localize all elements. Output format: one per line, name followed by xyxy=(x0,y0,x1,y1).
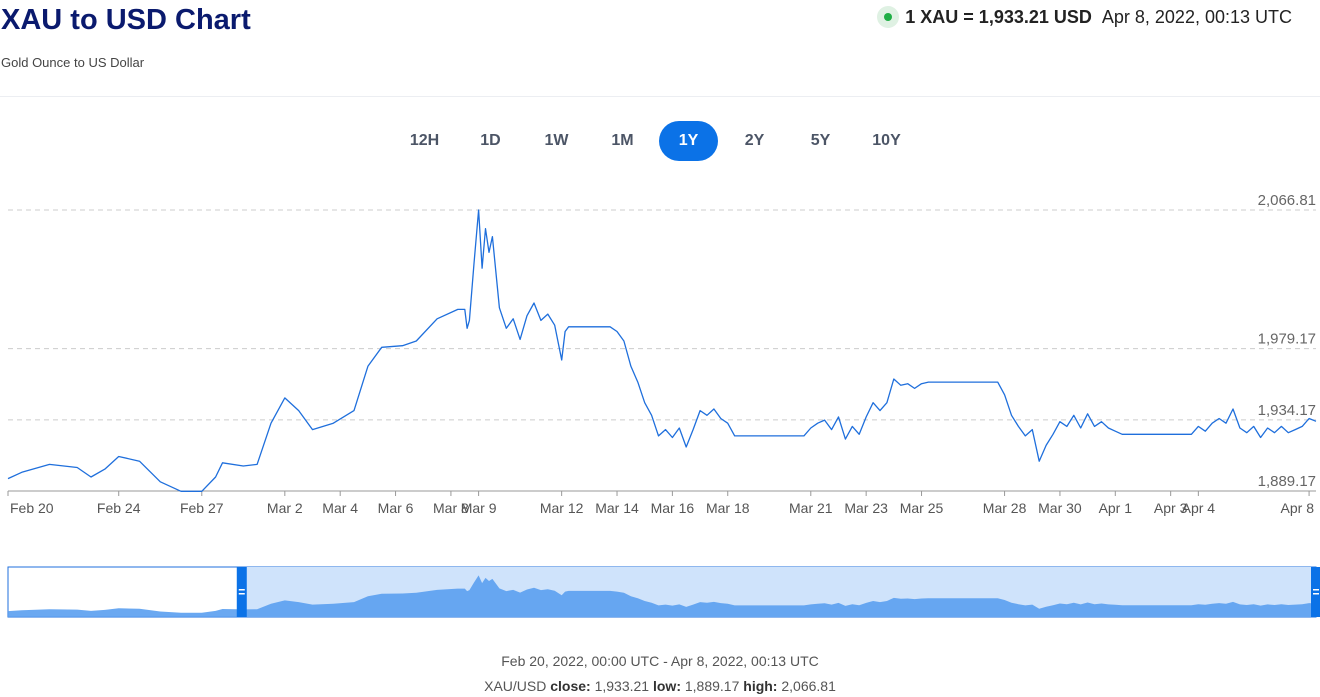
low-value: 1,889.17 xyxy=(684,678,740,694)
close-label: close: xyxy=(550,678,591,694)
x-tick-label: Mar 28 xyxy=(983,500,1027,516)
x-tick-label: Mar 8 xyxy=(433,500,469,516)
navigator-outside xyxy=(8,567,242,617)
price-chart[interactable]: 2,066.81 1,979.17 1,934.17 1,889.17 Feb 20 Fe… xyxy=(0,185,1320,635)
x-tick-label: Mar 2 xyxy=(267,500,303,516)
range-button-1d[interactable]: 1D xyxy=(480,132,501,149)
range-selector: 12H 1D 1W 1M 1Y 2Y 5Y 10Y xyxy=(395,121,923,161)
range-button-1y[interactable]: 1Y xyxy=(659,121,718,161)
x-tick-label: Mar 30 xyxy=(1038,500,1082,516)
range-button-1m[interactable]: 1M xyxy=(611,132,634,149)
x-tick-label: Mar 25 xyxy=(900,500,944,516)
high-value: 2,066.81 xyxy=(781,678,836,694)
range-button-1w[interactable]: 1W xyxy=(544,132,569,149)
x-tick-label: Mar 16 xyxy=(651,500,695,516)
drag-grip-icon xyxy=(1313,589,1319,591)
low-label: low: xyxy=(652,678,681,694)
x-tick-label: Apr 8 xyxy=(1281,500,1315,516)
navigator-left-handle[interactable] xyxy=(236,567,247,617)
x-tick-label: Feb 24 xyxy=(97,500,141,516)
close-value: 1,933.21 xyxy=(594,678,650,694)
live-status-icon xyxy=(877,6,900,28)
navigator xyxy=(7,566,1320,618)
y-tick-label: 2,066.81 xyxy=(1258,192,1316,209)
page-title: XAU to USD Chart xyxy=(1,4,251,36)
price-line xyxy=(7,209,1317,492)
x-tick-label: Mar 12 xyxy=(540,500,584,516)
x-tick-label: Mar 6 xyxy=(378,500,414,516)
date-range-text: Feb 20, 2022, 00:00 UTC - Apr 8, 2022, 0… xyxy=(501,653,819,669)
x-tick-label: Feb 20 xyxy=(10,500,54,516)
high-label: high: xyxy=(743,678,778,694)
range-button-12h[interactable]: 12H xyxy=(409,132,440,149)
rate-timestamp: Apr 8, 2022, 00:13 UTC xyxy=(1101,6,1292,27)
rate-value: 1 XAU = 1,933.21 USD xyxy=(905,6,1092,27)
drag-grip-icon xyxy=(238,593,245,595)
x-tick-label: Mar 9 xyxy=(461,500,497,516)
y-tick-label: 1,889.17 xyxy=(1258,473,1316,490)
drag-grip-icon xyxy=(238,589,245,591)
x-tick-label: Mar 14 xyxy=(595,500,639,516)
navigator-right-handle[interactable] xyxy=(1311,567,1320,617)
y-tick-label: 1,934.17 xyxy=(1258,402,1316,419)
header-divider xyxy=(0,96,1320,97)
pair-label: XAU/USD xyxy=(484,678,547,694)
y-tick-label: 1,979.17 xyxy=(1258,331,1316,348)
x-tick-label: Mar 21 xyxy=(789,500,833,516)
x-tick-label: Mar 4 xyxy=(322,500,358,516)
page-subtitle: Gold Ounce to US Dollar xyxy=(1,55,145,70)
drag-grip-icon xyxy=(1313,593,1319,595)
x-tick-label: Feb 27 xyxy=(180,500,224,516)
range-button-5y[interactable]: 5Y xyxy=(810,132,831,149)
x-tick-label: Apr 1 xyxy=(1099,500,1133,516)
x-tick-label: Mar 23 xyxy=(844,500,888,516)
x-tick-label: Mar 18 xyxy=(706,500,750,516)
current-rate: 1 XAU = 1,933.21 USD Apr 8, 2022, 00:13 … xyxy=(877,6,1292,28)
range-button-2y[interactable]: 2Y xyxy=(744,132,765,149)
x-tick-label: Apr 3 xyxy=(1154,500,1188,516)
x-tick-label: Apr 4 xyxy=(1182,500,1216,516)
summary-stats: XAU/USD close: 1,933.21 low: 1,889.17 hi… xyxy=(0,678,1320,694)
range-button-10y[interactable]: 10Y xyxy=(872,132,901,149)
navigator-area xyxy=(8,575,1316,617)
